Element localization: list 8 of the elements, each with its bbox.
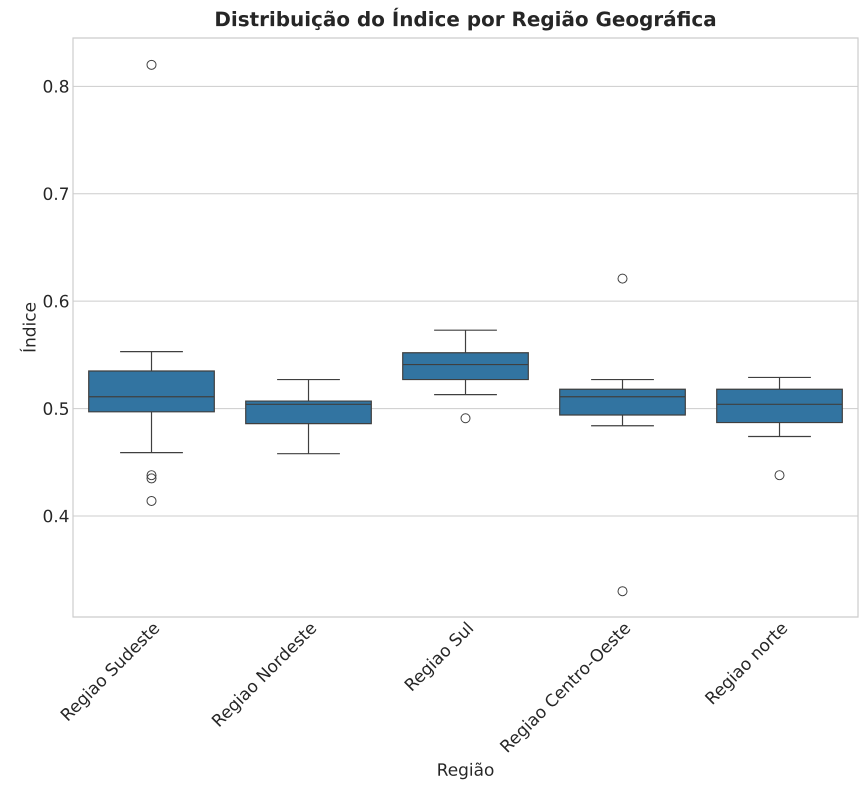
y-axis-title: Índice — [20, 302, 36, 352]
y-tick-label: 0.5 — [44, 402, 68, 415]
y-tick-label: 0.4 — [44, 510, 69, 522]
y-tick-label: 0.7 — [44, 187, 68, 200]
chart-title: Distribuição do Índice por Região Geográfica — [216, 8, 716, 30]
y-tick-label: 0.6 — [44, 294, 68, 308]
y-tick-label: 0.8 — [44, 80, 68, 93]
x-axis-title: Região — [438, 762, 494, 780]
